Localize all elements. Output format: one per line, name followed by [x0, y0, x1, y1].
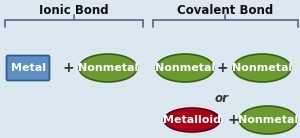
Ellipse shape: [239, 106, 297, 134]
Text: Nonmetal: Nonmetal: [155, 63, 215, 73]
FancyBboxPatch shape: [7, 55, 50, 80]
Text: Nonmetal: Nonmetal: [238, 115, 298, 125]
Text: Metal: Metal: [11, 63, 46, 73]
Text: Nonmetal: Nonmetal: [78, 63, 138, 73]
Text: +: +: [227, 113, 239, 127]
Text: +: +: [216, 61, 228, 75]
Ellipse shape: [156, 54, 214, 82]
Text: +: +: [62, 61, 74, 75]
Text: Metalloid: Metalloid: [163, 115, 221, 125]
Ellipse shape: [233, 54, 291, 82]
Text: Ionic Bond: Ionic Bond: [39, 3, 109, 17]
Text: Covalent Bond: Covalent Bond: [177, 3, 273, 17]
Ellipse shape: [164, 108, 220, 132]
Ellipse shape: [79, 54, 137, 82]
Text: Nonmetal: Nonmetal: [232, 63, 292, 73]
Text: or: or: [215, 91, 229, 104]
